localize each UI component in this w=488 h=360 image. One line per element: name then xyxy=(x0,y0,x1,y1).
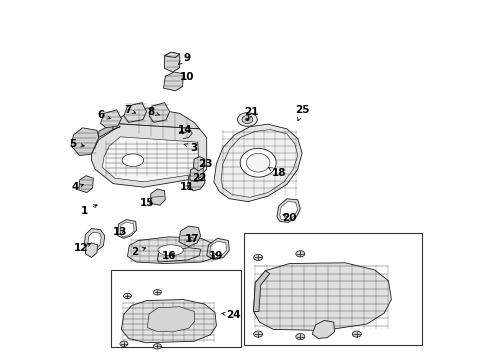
Bar xyxy=(111,270,241,347)
Ellipse shape xyxy=(153,343,161,349)
Polygon shape xyxy=(206,238,229,260)
Text: 14: 14 xyxy=(178,125,192,135)
Polygon shape xyxy=(164,52,179,72)
Ellipse shape xyxy=(242,116,252,123)
Polygon shape xyxy=(99,123,113,138)
Ellipse shape xyxy=(158,245,183,256)
Polygon shape xyxy=(187,172,204,191)
Polygon shape xyxy=(113,108,199,140)
Polygon shape xyxy=(118,220,136,238)
Polygon shape xyxy=(88,232,101,248)
Bar xyxy=(244,233,421,345)
Ellipse shape xyxy=(123,293,131,299)
Polygon shape xyxy=(120,222,134,237)
Text: 2: 2 xyxy=(131,247,145,257)
Polygon shape xyxy=(101,110,121,128)
Text: 22: 22 xyxy=(192,173,206,183)
Ellipse shape xyxy=(295,333,304,340)
Text: 18: 18 xyxy=(268,168,285,178)
Text: 12: 12 xyxy=(73,243,91,253)
Polygon shape xyxy=(123,103,146,122)
Polygon shape xyxy=(193,157,204,171)
Polygon shape xyxy=(253,263,390,330)
Polygon shape xyxy=(311,320,334,338)
Polygon shape xyxy=(189,166,203,182)
Text: 25: 25 xyxy=(294,105,309,121)
Polygon shape xyxy=(150,189,165,205)
Text: 20: 20 xyxy=(282,213,296,223)
Text: 11: 11 xyxy=(179,182,194,192)
Text: 17: 17 xyxy=(184,234,199,244)
Text: 15: 15 xyxy=(140,198,154,208)
Polygon shape xyxy=(279,202,297,220)
Text: 16: 16 xyxy=(162,251,176,261)
Text: 5: 5 xyxy=(69,139,84,149)
Polygon shape xyxy=(91,123,206,187)
Text: 23: 23 xyxy=(197,159,212,169)
Text: 4: 4 xyxy=(71,182,83,192)
Ellipse shape xyxy=(253,331,262,337)
Text: 3: 3 xyxy=(184,143,197,153)
Text: 8: 8 xyxy=(147,107,160,117)
Text: 21: 21 xyxy=(244,107,259,120)
Text: 13: 13 xyxy=(113,227,127,237)
Ellipse shape xyxy=(246,153,269,172)
Ellipse shape xyxy=(351,331,361,337)
Text: 6: 6 xyxy=(97,110,110,120)
Polygon shape xyxy=(253,271,269,311)
Text: 9: 9 xyxy=(178,53,190,64)
Text: 1: 1 xyxy=(81,205,97,216)
Polygon shape xyxy=(79,176,93,193)
Polygon shape xyxy=(163,72,183,91)
Text: 10: 10 xyxy=(179,72,194,82)
Polygon shape xyxy=(85,243,98,257)
Polygon shape xyxy=(121,300,216,343)
Polygon shape xyxy=(164,52,179,58)
Ellipse shape xyxy=(253,254,262,261)
Polygon shape xyxy=(276,199,300,222)
Ellipse shape xyxy=(122,154,143,166)
Polygon shape xyxy=(179,226,200,247)
Text: 24: 24 xyxy=(222,310,241,320)
Polygon shape xyxy=(71,128,99,156)
Text: 19: 19 xyxy=(208,251,223,261)
Polygon shape xyxy=(209,241,226,258)
Ellipse shape xyxy=(237,113,257,126)
Polygon shape xyxy=(157,248,200,262)
Ellipse shape xyxy=(245,118,249,121)
Text: 7: 7 xyxy=(123,105,136,115)
Polygon shape xyxy=(149,103,169,122)
Polygon shape xyxy=(102,137,199,182)
Ellipse shape xyxy=(295,251,304,257)
Polygon shape xyxy=(221,130,297,197)
Polygon shape xyxy=(213,124,302,202)
Ellipse shape xyxy=(120,341,127,346)
Polygon shape xyxy=(127,237,215,264)
Ellipse shape xyxy=(153,289,161,295)
Polygon shape xyxy=(147,307,194,332)
Polygon shape xyxy=(84,229,104,250)
Ellipse shape xyxy=(240,148,276,177)
